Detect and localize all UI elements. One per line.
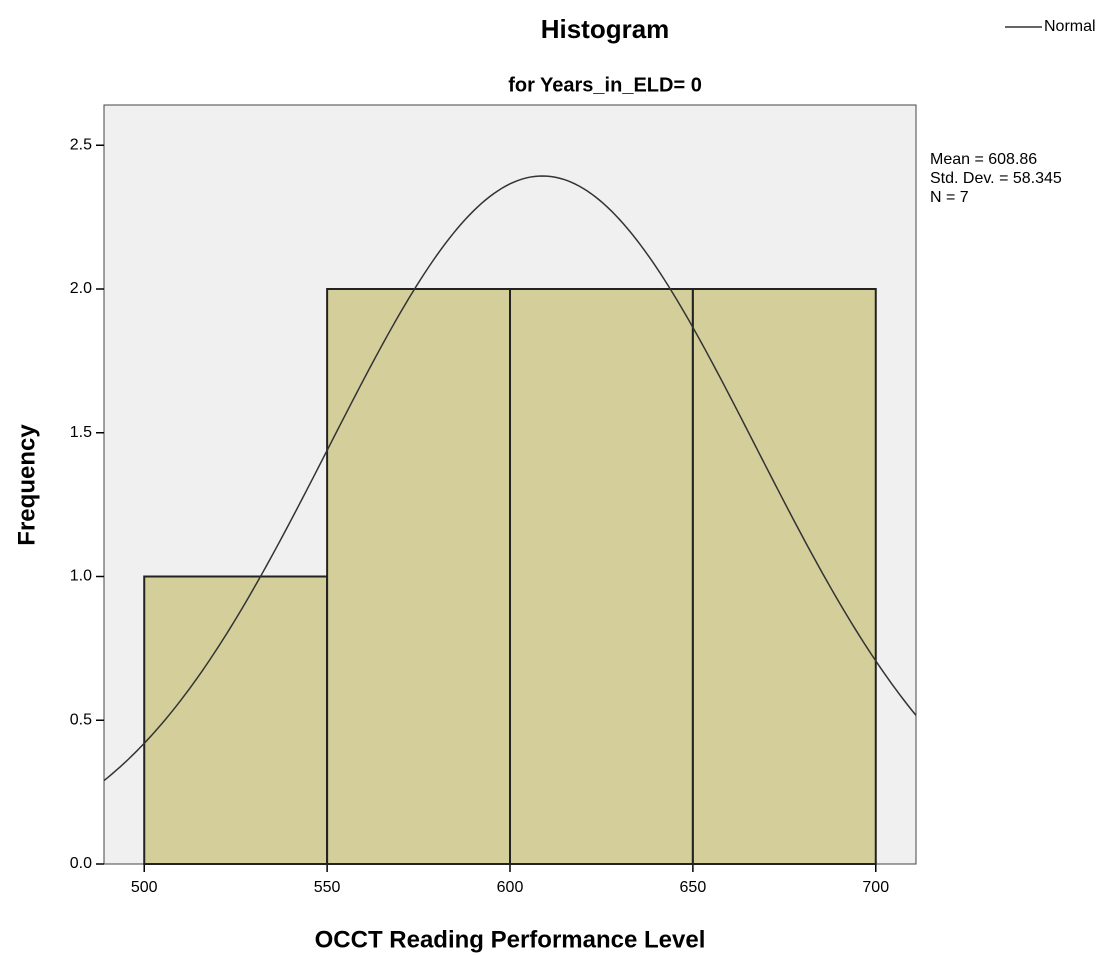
bar xyxy=(143,575,329,865)
y-tick-label: 1.0 xyxy=(70,568,92,585)
chart-title: Histogram xyxy=(541,14,670,44)
legend-label: Normal xyxy=(1044,18,1096,35)
y-tick-label: 2.5 xyxy=(70,136,92,153)
y-tick-label: 0.0 xyxy=(70,855,92,872)
bar xyxy=(509,288,694,865)
bar xyxy=(691,288,877,865)
stat-label: Std. Dev. = 58.345 xyxy=(930,170,1062,187)
bar xyxy=(326,288,512,865)
x-tick-label: 550 xyxy=(314,879,341,896)
x-axis-label: OCCT Reading Performance Level xyxy=(315,926,706,953)
normal-curve xyxy=(104,175,916,782)
y-tick-label: 2.0 xyxy=(70,280,92,297)
x-tick-label: 700 xyxy=(862,879,889,896)
y-tick-label: 1.5 xyxy=(70,424,92,441)
y-tick-label: 0.5 xyxy=(70,711,92,728)
chart-subtitle: for Years_in_ELD= 0 xyxy=(508,74,702,96)
x-tick-label: 600 xyxy=(497,879,524,896)
y-axis-label: Frequency xyxy=(13,424,40,546)
x-tick-label: 500 xyxy=(131,879,158,896)
x-tick-label: 650 xyxy=(680,879,707,896)
stat-label: N = 7 xyxy=(930,189,969,206)
stat-label: Mean = 608.86 xyxy=(930,151,1037,168)
